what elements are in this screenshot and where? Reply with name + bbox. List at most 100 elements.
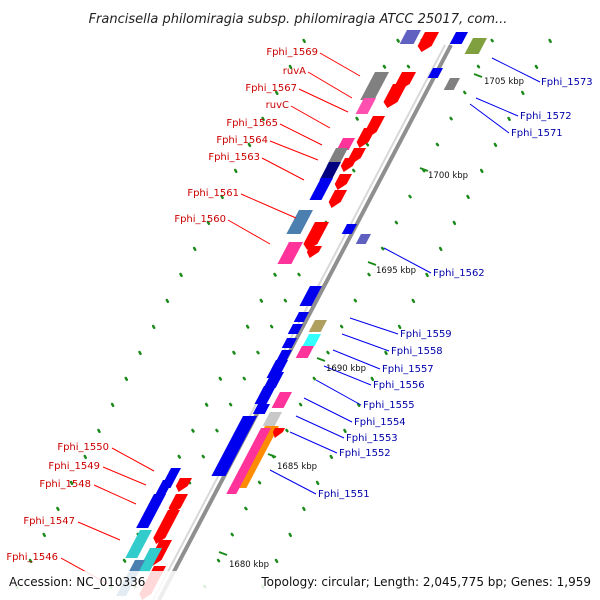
gene-feature	[334, 174, 352, 190]
scale-dot	[384, 350, 388, 356]
scale-dot	[288, 64, 293, 70]
scale-dot	[355, 116, 359, 121]
scale-dot	[192, 246, 197, 252]
callout-line	[102, 466, 147, 486]
scale-dot	[356, 402, 361, 408]
scale-dot	[302, 506, 306, 512]
scale-dot	[151, 324, 156, 330]
gene-feature	[340, 158, 357, 172]
gene-label-right[interactable]: Fphi_1573	[541, 77, 593, 88]
scale-dot	[110, 402, 115, 408]
callout-line	[323, 365, 372, 386]
scale-dot	[326, 350, 330, 355]
callout-line	[290, 105, 331, 129]
scale-dot	[353, 298, 358, 303]
gene-feature	[277, 242, 303, 264]
scale-dot	[124, 376, 129, 382]
scale-dot	[138, 350, 142, 356]
scale-dot	[411, 298, 416, 304]
gene-label-right[interactable]: Fphi_1554	[354, 417, 406, 428]
gene-label-left[interactable]: Fphi_1546	[6, 552, 58, 563]
gene-feature	[281, 338, 297, 348]
scale-dot	[244, 506, 248, 511]
gene-label-left[interactable]: ruvC	[266, 100, 289, 111]
gene-label-left[interactable]: Fphi_1550	[57, 442, 109, 453]
gene-label-left[interactable]: Fphi_1549	[48, 461, 100, 472]
gene-label-right[interactable]: Fphi_1551	[318, 489, 370, 500]
scale-dot	[394, 220, 399, 225]
gene-feature	[153, 480, 173, 498]
gene-label-left[interactable]: Fphi_1560	[174, 214, 226, 225]
footer-band	[0, 571, 600, 600]
gene-feature	[299, 286, 322, 306]
gene-feature	[355, 98, 376, 114]
gene-feature	[252, 404, 270, 414]
gene-label-left[interactable]: Fphi_1547	[23, 516, 75, 527]
scale-dot	[204, 402, 209, 407]
gene-label-right[interactable]: Fphi_1558	[391, 346, 443, 357]
genome-backbone	[152, 44, 453, 600]
scale-dot	[242, 376, 247, 381]
gene-label-right[interactable]: Fphi_1555	[363, 400, 415, 411]
scale-dot	[218, 376, 223, 381]
scale-dot	[408, 194, 412, 199]
scale-dot	[261, 116, 265, 122]
gene-label-right[interactable]: Fphi_1572	[520, 111, 572, 122]
gene-feature	[254, 386, 276, 404]
scale-dot	[288, 532, 292, 538]
scale-dot	[370, 376, 375, 382]
gene-label-right[interactable]: Fphi_1553	[346, 433, 398, 444]
gene-label-right[interactable]: Fphi_1562	[433, 268, 485, 279]
scale-dot	[83, 454, 88, 460]
gene-feature	[326, 148, 348, 166]
gene-feature	[137, 548, 162, 572]
scale-dot	[273, 272, 277, 277]
gene-feature	[308, 320, 327, 332]
scale-dot	[452, 220, 457, 226]
scale-dot	[259, 298, 264, 303]
scale-dot	[247, 142, 252, 148]
gene-label-left[interactable]: Fphi_1548	[39, 479, 91, 490]
scale-dot	[206, 220, 211, 226]
gene-label-left[interactable]: Fphi_1569	[266, 47, 318, 58]
scale-dot	[490, 38, 494, 43]
scale-dot	[449, 116, 453, 121]
gene-label-right[interactable]: Fphi_1556	[373, 380, 425, 391]
gene-label-left[interactable]: Fphi_1564	[216, 135, 268, 146]
scale-label-1685: 1685 kbp	[277, 462, 317, 472]
callout-line	[240, 193, 297, 219]
gene-label-right[interactable]: Fphi_1571	[511, 128, 563, 139]
scale-dot	[466, 194, 470, 200]
gene-label-right[interactable]: Fphi_1559	[400, 329, 452, 340]
callout-line	[111, 447, 155, 472]
scale-dot	[228, 402, 233, 407]
gene-feature	[263, 372, 284, 388]
scale-dot	[297, 272, 301, 277]
callout-line	[93, 484, 137, 505]
scale-dot	[179, 272, 183, 278]
genome-summary-text: Topology: circular; Length: 2,045,775 bp…	[260, 575, 591, 589]
callout-line	[269, 140, 319, 161]
scale-dot	[365, 142, 370, 147]
scale-dot	[534, 64, 539, 70]
gene-feature	[136, 494, 166, 528]
scale-dot	[256, 350, 260, 355]
gene-feature	[168, 494, 188, 514]
gene-feature	[319, 162, 341, 180]
scale-dot	[220, 194, 224, 200]
gene-label-left[interactable]: Fphi_1567	[245, 83, 297, 94]
gene-label-left[interactable]: ruvA	[283, 66, 306, 77]
gene-label-left[interactable]: Fphi_1565	[226, 118, 278, 129]
callout-line	[279, 123, 323, 146]
callout-line	[475, 97, 519, 117]
gene-label-right[interactable]: Fphi_1557	[382, 364, 434, 375]
scale-dot	[521, 90, 525, 96]
gene-label-right[interactable]: Fphi_1552	[339, 448, 391, 459]
scale-dot	[233, 168, 238, 174]
gene-label-left[interactable]: Fphi_1563	[208, 152, 260, 163]
scale-label-1680: 1680 kbp	[229, 560, 269, 570]
gene-label-left[interactable]: Fphi_1561	[187, 188, 239, 199]
scale-dot	[69, 480, 74, 486]
